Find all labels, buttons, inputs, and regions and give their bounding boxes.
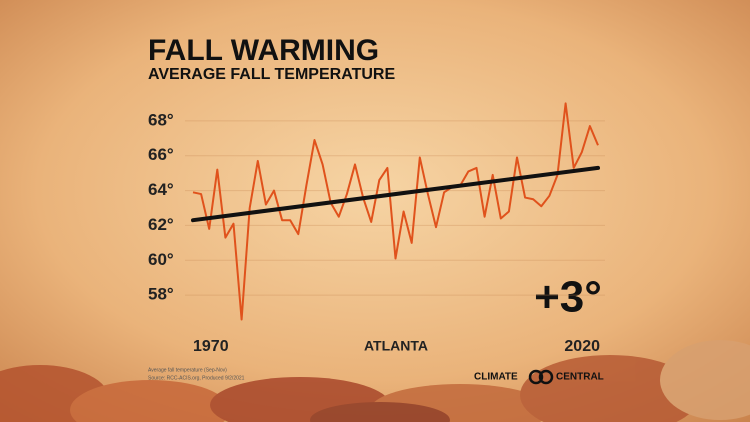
logo-text: CLIMATE — [474, 372, 518, 383]
y-tick-label: 62° — [148, 215, 174, 234]
data-line — [192, 102, 599, 321]
x-tick-label: 2020 — [564, 338, 600, 355]
y-tick-label: 58° — [148, 285, 174, 304]
y-tick-label: 64° — [148, 180, 174, 199]
subtitle: AVERAGE FALL TEMPERATURE — [148, 66, 395, 83]
trend-line — [191, 165, 600, 223]
logo-icon — [528, 369, 554, 385]
location: ATLANTA — [364, 338, 428, 354]
note: Source: RCC-ACIS.org, Produced 9/2/2021 — [148, 375, 245, 381]
y-tick-label: 68° — [148, 110, 174, 129]
y-tick-label: 66° — [148, 145, 174, 164]
logo-text: CENTRAL — [556, 372, 604, 383]
x-tick-label: 1970 — [193, 338, 229, 355]
annotation: +3° — [534, 273, 602, 322]
leaves — [0, 340, 750, 422]
title: FALL WARMING — [148, 34, 379, 67]
y-tick-label: 60° — [148, 250, 174, 269]
note: Average fall temperature (Sep-Nov) — [148, 367, 227, 373]
